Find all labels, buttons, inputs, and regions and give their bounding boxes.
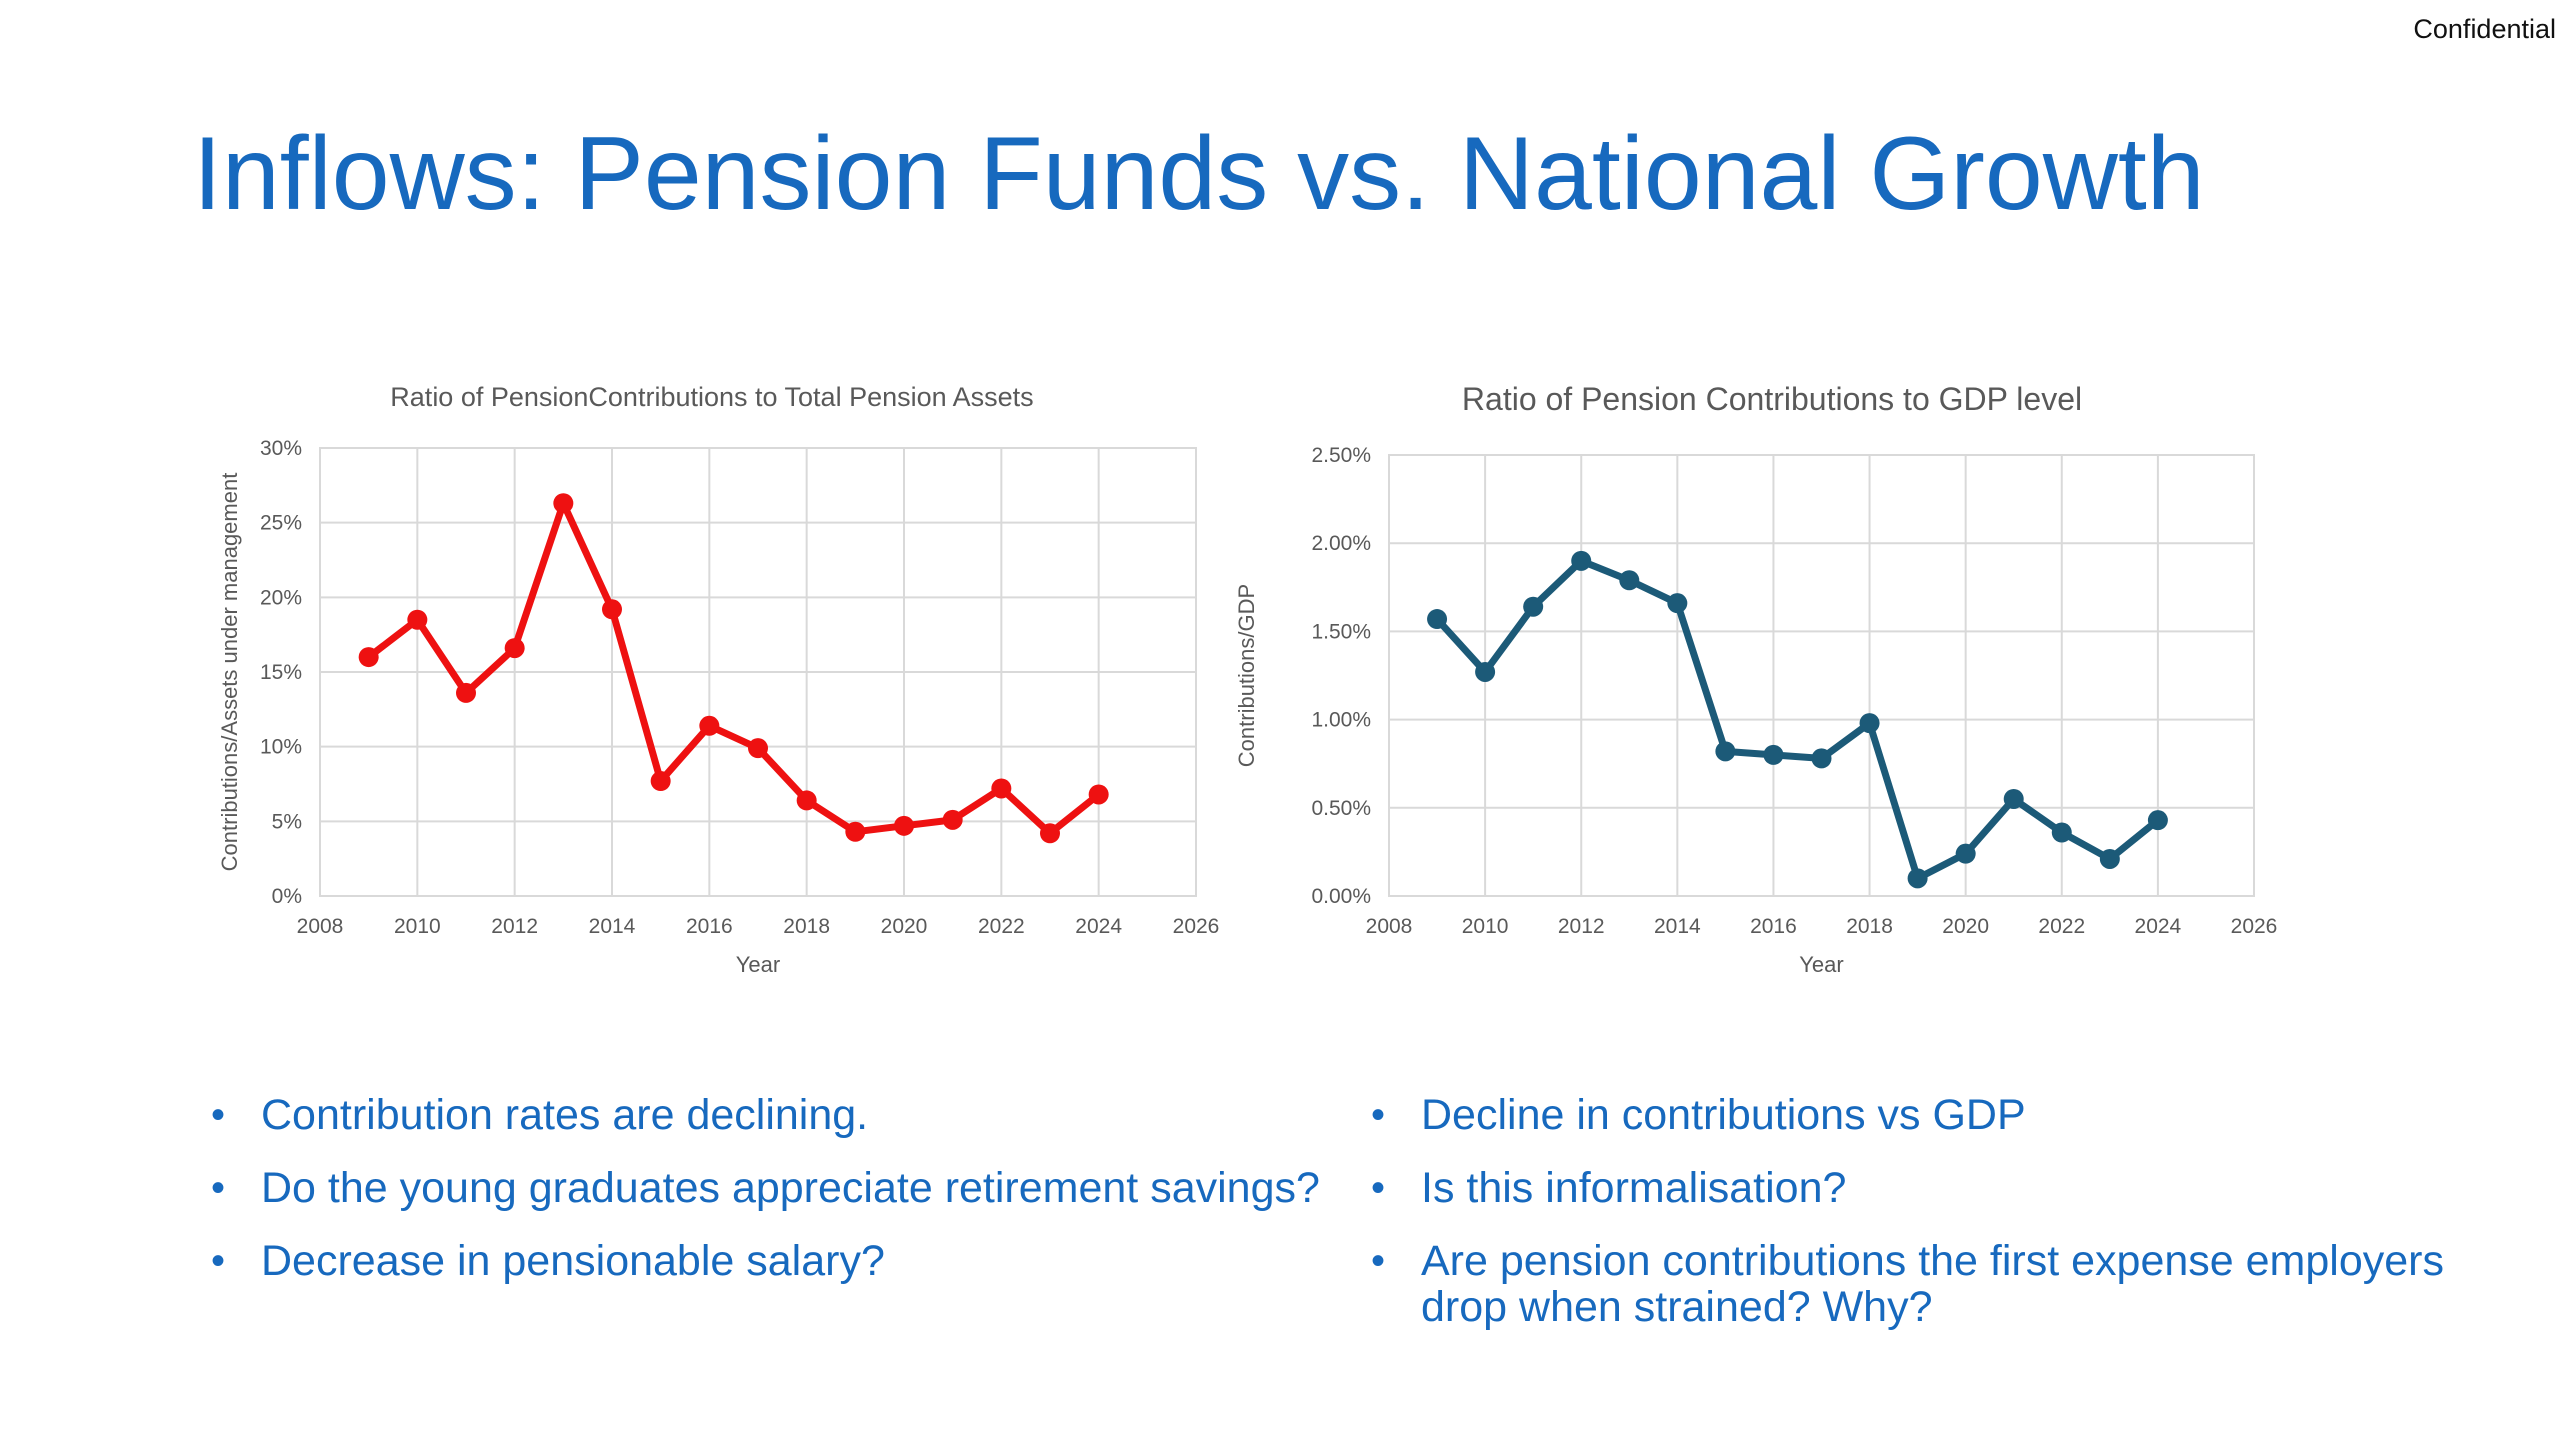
y-tick-label: 30% (260, 437, 302, 460)
data-point (1907, 868, 1928, 889)
confidential-label: Confidential (2413, 14, 2556, 44)
bullet-item: • Do the young graduates appreciate retir… (193, 1165, 1373, 1211)
y-tick-label: 0.50% (1311, 797, 1371, 820)
bullet-marker: • (1371, 1166, 1386, 1210)
data-point (1475, 661, 1496, 682)
y-tick-label: 2.00% (1311, 532, 1371, 555)
x-tick-label: 2016 (1750, 915, 1797, 938)
data-point (1859, 713, 1880, 734)
data-point (407, 609, 428, 630)
data-point (650, 771, 671, 792)
y-tick-label: 10% (260, 736, 302, 759)
bullet-marker: • (211, 1239, 226, 1283)
x-tick-label: 2026 (2231, 915, 2278, 938)
y-tick-label: 0% (272, 885, 302, 908)
bullet-marker: • (1371, 1239, 1386, 1283)
x-tick-label: 2008 (1366, 915, 1413, 938)
data-point (845, 821, 866, 842)
bullet-marker: • (1371, 1093, 1386, 1137)
y-tick-label: 20% (260, 586, 302, 609)
y-tick-label: 1.50% (1311, 620, 1371, 643)
chart-contributions-to-gdp: 0.00% 0.50% 1.00% 1.50% 2.00% 2.50% 2008 2010 20… (1234, 381, 2278, 977)
series-line (365, 499, 1103, 837)
x-tick-label: 2016 (686, 915, 733, 938)
y-axis-label: Contributions/GDP (1234, 584, 1259, 767)
data-point (553, 493, 574, 514)
data-point (1763, 744, 1784, 765)
bullet-text: Contribution rates are declining. (261, 1091, 869, 1139)
chart-title: Ratio of Pension Contributions to GDP le… (1462, 381, 2082, 417)
data-point (1667, 593, 1688, 614)
x-tick-label: 2012 (491, 915, 538, 938)
y-tick-label: 25% (260, 512, 302, 535)
y-axis-label: Contributions/Assets under management (217, 473, 242, 872)
data-point (504, 638, 525, 659)
x-tick-label: 2010 (1462, 915, 1509, 938)
chart-title: Ratio of PensionContributions to Total P… (390, 382, 1033, 412)
data-point (1619, 570, 1640, 591)
data-point (2147, 810, 2168, 831)
data-point (358, 647, 379, 668)
bullet-text: Are pension contributions the first expe… (1421, 1237, 2444, 1331)
data-point (1571, 550, 1592, 571)
bullet-item: • Are pension contributions the first exp… (1353, 1238, 2533, 1330)
data-point (942, 809, 963, 830)
bullet-text: Decline in contributions vs GDP (1421, 1091, 2026, 1139)
bullet-text: Is this informalisation? (1421, 1164, 1847, 1212)
data-point (456, 682, 476, 703)
data-point (1955, 843, 1976, 864)
data-point (2003, 788, 2024, 809)
x-tick-label: 2008 (297, 915, 344, 938)
bullet-list-right: • Decline in contributions vs GDP • Is thi… (1353, 1092, 2533, 1357)
bullet-item: • Is this informalisation? (1353, 1165, 2533, 1211)
bullet-list-left: • Contribution rates are declining. • Do t… (193, 1092, 1373, 1311)
x-tick-label: 2014 (589, 915, 636, 938)
x-tick-label: 2022 (978, 915, 1025, 938)
data-point (894, 815, 914, 836)
data-point (699, 715, 720, 736)
x-axis-label: Year (736, 952, 780, 977)
data-point (1811, 748, 1832, 769)
bullet-text: Decrease in pensionable salary? (261, 1237, 885, 1285)
series-line (1433, 557, 2162, 882)
x-tick-label: 2024 (1075, 915, 1122, 938)
plot-area (1388, 454, 2255, 897)
data-point (1040, 823, 1060, 844)
x-tick-label: 2010 (394, 915, 441, 938)
x-tick-label: 2014 (1654, 915, 1701, 938)
bullet-item: • Contribution rates are declining. (193, 1092, 1373, 1138)
y-tick-label: 1.00% (1311, 709, 1371, 732)
x-tick-label: 2018 (1846, 915, 1893, 938)
x-tick-label: 2020 (1942, 915, 1989, 938)
y-tick-label: 0.00% (1311, 885, 1371, 908)
plot-area (319, 447, 1197, 897)
x-tick-label: 2024 (2135, 915, 2182, 938)
x-tick-label: 2022 (2038, 915, 2085, 938)
x-tick-label: 2012 (1558, 915, 1605, 938)
x-tick-label: 2026 (1173, 915, 1220, 938)
bullet-item: • Decline in contributions vs GDP (1353, 1092, 2533, 1138)
data-point (1427, 609, 1448, 630)
bullet-marker: • (211, 1093, 226, 1137)
data-point (748, 738, 768, 759)
x-axis-label: Year (1799, 952, 1843, 977)
y-tick-label: 2.50% (1311, 444, 1371, 467)
x-tick-label: 2020 (881, 915, 928, 938)
bullet-text: Do the young graduates appreciate retire… (261, 1164, 1320, 1212)
data-point (2051, 822, 2072, 843)
bullet-marker: • (211, 1166, 226, 1210)
data-point (796, 790, 817, 811)
chart-contributions-to-assets: 0% 5% 10% 15% 20% 25% 30% 2008 2010 2012 2014 2016 2… (217, 382, 1220, 977)
data-point (2099, 848, 2120, 869)
y-tick-label: 5% (272, 810, 302, 833)
y-tick-label: 15% (260, 661, 302, 684)
x-tick-label: 2018 (783, 915, 830, 938)
data-point (602, 599, 622, 620)
data-point (1523, 596, 1544, 617)
data-point (1088, 784, 1109, 805)
data-point (1715, 741, 1736, 762)
data-point (991, 778, 1012, 799)
slide-title: Inflows: Pension Funds vs. National Grow… (193, 116, 2205, 232)
bullet-item: • Decrease in pensionable salary? (193, 1238, 1373, 1284)
